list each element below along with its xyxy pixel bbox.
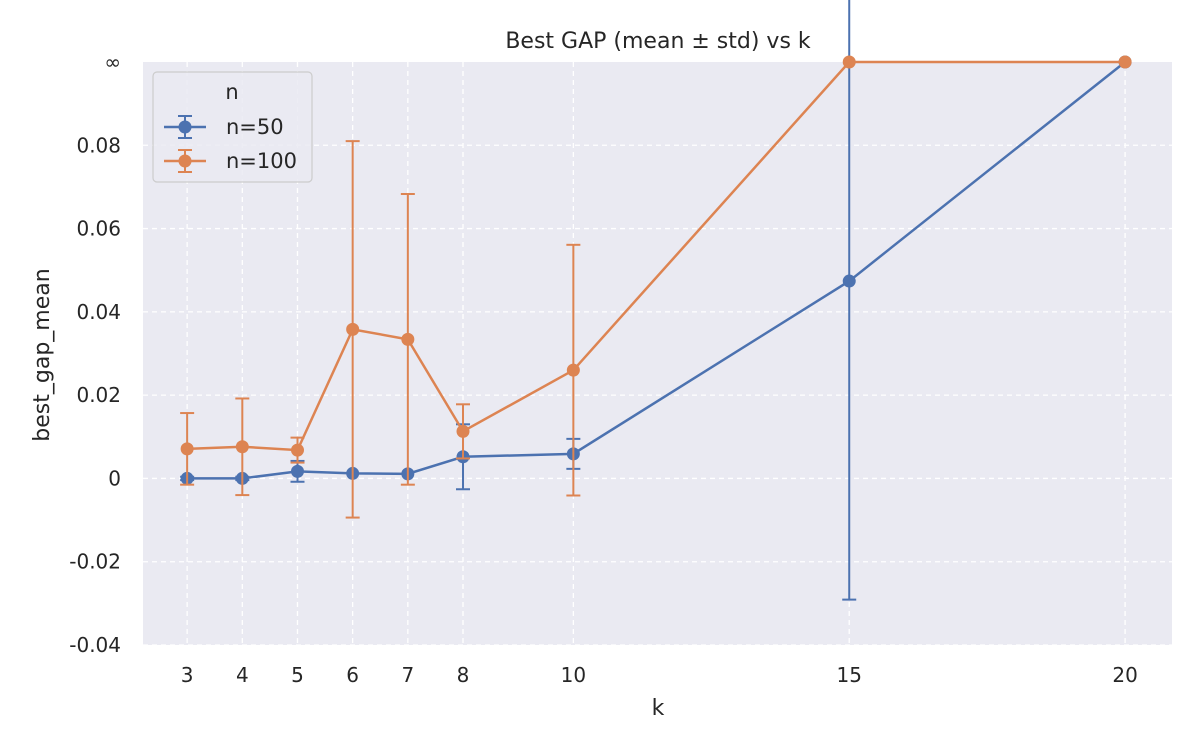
x-tick-label: 20 <box>1112 663 1137 687</box>
y-axis-ticks: -0.04 -0.02 0 0.02 0.04 0.06 0.08 ∞ <box>69 50 121 657</box>
data-point <box>180 442 194 456</box>
data-point <box>456 424 470 438</box>
legend-marker <box>178 120 192 134</box>
x-tick-label: 3 <box>181 663 194 687</box>
x-axis-ticks: 3 4 5 6 7 8 10 15 20 <box>181 663 1138 687</box>
y-tick-label: 0.02 <box>76 383 121 407</box>
y-axis-label: best_gap_mean <box>30 268 55 441</box>
legend-item-1: n=100 <box>164 149 297 173</box>
legend-marker <box>178 154 192 168</box>
x-tick-label: 4 <box>236 663 249 687</box>
data-point <box>290 443 304 457</box>
y-tick-label: 0.08 <box>76 133 121 157</box>
data-point <box>401 332 415 346</box>
x-tick-label: 5 <box>291 663 304 687</box>
data-point <box>842 274 856 288</box>
data-point <box>235 440 249 454</box>
legend-item-0: n=50 <box>164 115 284 139</box>
data-point <box>1118 55 1132 69</box>
plot-area <box>143 62 1172 645</box>
grid <box>143 62 1172 646</box>
y-tick-label: 0 <box>108 466 121 490</box>
x-tick-label: 6 <box>346 663 359 687</box>
legend: n n=50 n=100 <box>152 71 313 183</box>
y-tick-label-infinity: ∞ <box>104 50 121 74</box>
series-1 <box>180 55 1132 519</box>
legend-label: n=100 <box>226 149 297 173</box>
data-point <box>566 363 580 377</box>
x-tick-label: 10 <box>561 663 586 687</box>
y-tick-label: -0.02 <box>69 550 121 574</box>
data-point <box>346 322 360 336</box>
x-axis-label: k <box>652 696 665 721</box>
chart-title: Best GAP (mean ± std) vs k <box>505 29 811 54</box>
y-tick-label: 0.06 <box>76 217 121 241</box>
data-point <box>842 55 856 69</box>
x-tick-label: 7 <box>401 663 414 687</box>
x-tick-label: 8 <box>457 663 470 687</box>
x-tick-label: 15 <box>837 663 862 687</box>
data-point <box>290 464 304 478</box>
legend-label: n=50 <box>226 115 284 139</box>
series-layer <box>180 0 1132 601</box>
y-tick-label: -0.04 <box>69 633 121 657</box>
legend-title: n <box>225 80 238 104</box>
y-tick-label: 0.04 <box>76 300 121 324</box>
legend-box <box>152 71 313 183</box>
